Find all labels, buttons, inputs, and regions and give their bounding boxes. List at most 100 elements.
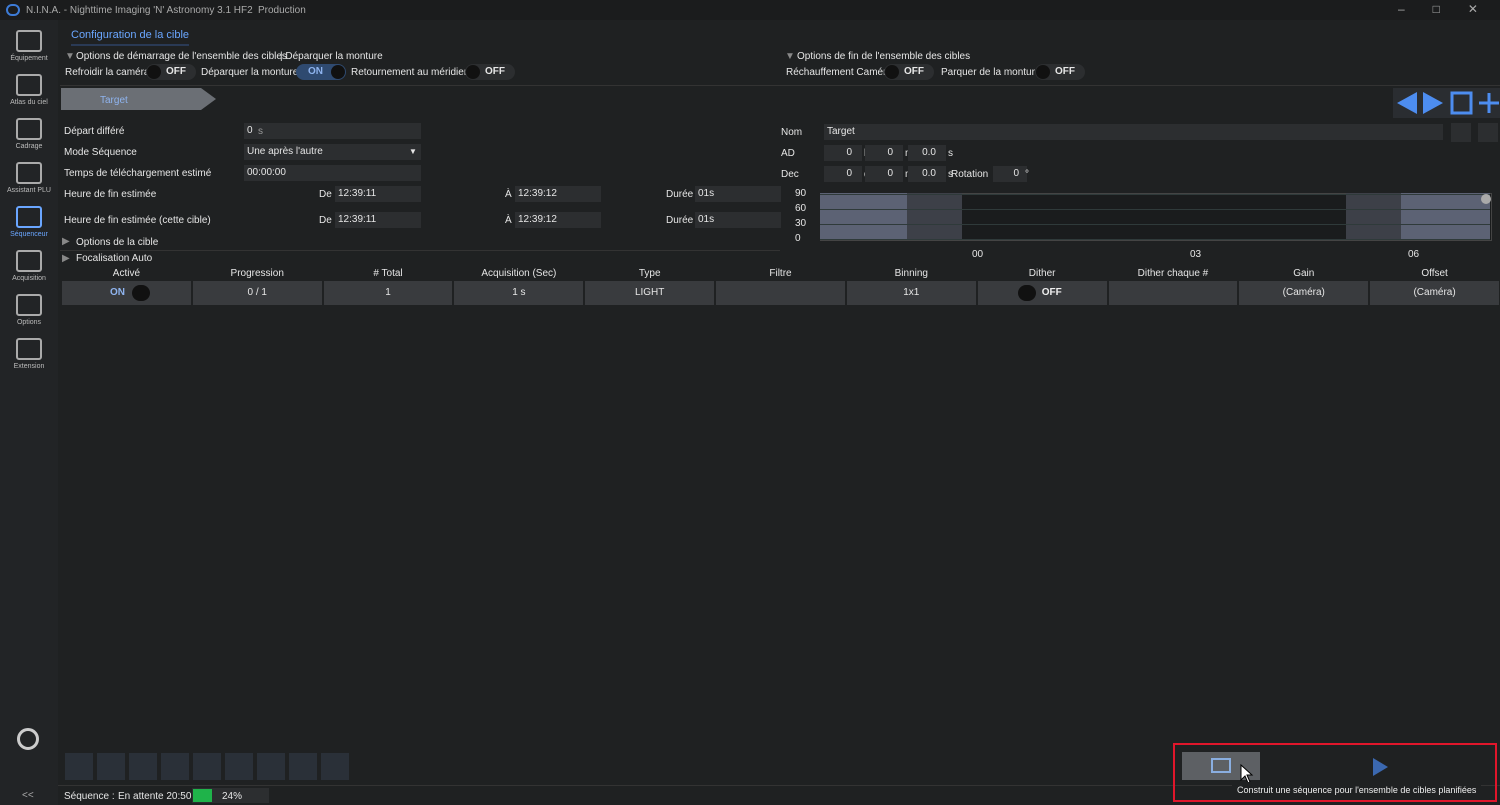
expander[interactable]: ▶ — [62, 236, 70, 247]
coord-value: 0.0 — [922, 168, 936, 179]
table-cell[interactable]: 1x1 — [846, 281, 976, 305]
input[interactable]: 01s — [695, 212, 781, 228]
field-label: Rotation — [951, 169, 989, 180]
field-label: Départ différé — [64, 126, 125, 137]
toolbar-button[interactable] — [321, 753, 349, 780]
field-label: Dec — [781, 169, 799, 180]
sidebar-item[interactable]: Atlas du ciel — [0, 74, 58, 106]
field-label: Durée — [666, 215, 694, 226]
toggle-label: Déparquer la monture — [201, 67, 299, 78]
input[interactable]: 00:00:00 — [244, 165, 421, 181]
column-header: Progression — [230, 268, 284, 279]
sidebar-icon — [16, 118, 42, 140]
input[interactable]: 0.0 — [908, 145, 946, 161]
expander[interactable]: ▶ — [62, 253, 70, 264]
toolbar-button[interactable] — [129, 753, 157, 780]
sidebar-item[interactable]: Assistant PLU — [0, 162, 58, 194]
icon-button[interactable] — [1451, 123, 1471, 142]
input[interactable]: Target — [824, 124, 1443, 140]
toolbar-button[interactable] — [65, 753, 93, 780]
cell-text: 1x1 — [903, 287, 920, 298]
toggle[interactable]: ON — [296, 64, 346, 80]
input[interactable]: 12:39:12 — [515, 212, 601, 228]
toolbar-button[interactable] — [97, 753, 125, 780]
field-label: De — [319, 189, 332, 200]
highlight-box — [1173, 743, 1497, 802]
tab[interactable]: Configuration de la cible — [71, 29, 190, 46]
cell-text: (Caméra) — [1413, 287, 1456, 298]
grid-line — [820, 209, 1490, 210]
y-tick-label: 90 — [795, 188, 807, 199]
input[interactable]: Une après l'autre — [244, 144, 421, 160]
status-label: Séquence : — [64, 791, 115, 802]
toggle[interactable]: OFF — [465, 64, 515, 80]
icon-button[interactable] — [1478, 123, 1498, 142]
progress-fill — [193, 789, 212, 802]
input[interactable]: 12:39:11 — [335, 212, 421, 228]
sidebar-item[interactable]: Équipement — [0, 30, 58, 62]
window-controls[interactable]: –□✕ — [1398, 2, 1500, 16]
sidebar-icon — [16, 250, 42, 272]
toggle-knob — [1017, 285, 1036, 301]
expander[interactable]: ▼ — [785, 51, 795, 62]
toolbar-button[interactable] — [161, 753, 189, 780]
toggle[interactable]: OFF — [1035, 64, 1085, 80]
table-cell[interactable]: (Caméra) — [1239, 281, 1369, 305]
field-label: Heure de fin estimée — [64, 189, 157, 200]
toolbar-button[interactable] — [193, 753, 221, 780]
input[interactable]: 0 — [244, 123, 421, 139]
toggle-label: Réchauffement Caméra — [786, 67, 892, 78]
grid-line — [820, 194, 1490, 195]
table-cell[interactable] — [1108, 281, 1238, 305]
target-tab-label: Target — [100, 95, 128, 106]
target-toolbar-icons[interactable] — [1395, 90, 1500, 116]
start-button[interactable] — [1372, 757, 1390, 777]
input[interactable]: 12:39:12 — [515, 186, 601, 202]
sidebar-item[interactable]: Cadrage — [0, 118, 58, 150]
cell-text: 0 / 1 — [247, 287, 267, 298]
table-cell[interactable]: OFF — [977, 281, 1107, 305]
input[interactable]: 0 — [824, 145, 862, 161]
table-cell[interactable]: 1 — [323, 281, 453, 305]
coord-value: 0 — [846, 147, 852, 158]
input[interactable]: 01s — [695, 186, 781, 202]
night-band — [907, 193, 962, 239]
input[interactable]: 12:39:11 — [335, 186, 421, 202]
toggle-state: ON — [110, 287, 125, 298]
input[interactable]: 0 — [824, 166, 862, 182]
column-header: Type — [638, 268, 661, 279]
section-header: Focalisation Auto — [76, 253, 153, 264]
input[interactable]: 0 — [865, 166, 903, 182]
toggle[interactable]: OFF — [146, 64, 196, 80]
table-cell[interactable]: ON — [62, 281, 191, 305]
table-cell[interactable]: LIGHT — [585, 281, 715, 305]
target-tab[interactable] — [61, 88, 217, 110]
toolbar-button[interactable] — [225, 753, 253, 780]
table-cell[interactable]: 0 / 1 — [192, 281, 322, 305]
table-cell[interactable]: 1 s — [454, 281, 584, 305]
sidebar-label: Cadrage — [15, 143, 43, 150]
collapse-sidebar[interactable]: << — [22, 790, 34, 801]
toggle[interactable]: OFF — [884, 64, 934, 80]
sidebar-icon — [16, 74, 42, 96]
sidebar-item[interactable]: Options — [0, 294, 58, 326]
input[interactable]: 0.0 — [908, 166, 946, 182]
unit: s — [948, 148, 953, 159]
chart-dot[interactable] — [1481, 194, 1491, 204]
input[interactable]: 0 — [865, 145, 903, 161]
power-button[interactable] — [17, 728, 39, 750]
night-band — [1401, 193, 1490, 239]
rotation-value: 0 — [1013, 168, 1019, 179]
sidebar-item[interactable]: Extension — [0, 338, 58, 370]
expander[interactable]: ▼ — [65, 51, 75, 62]
sidebar-item[interactable]: Acquisition — [0, 250, 58, 282]
input[interactable]: 0 — [993, 166, 1027, 182]
sidebar: Équipement Atlas du ciel Cadrage Assistant … — [0, 20, 58, 805]
separator — [60, 85, 1500, 86]
table-cell[interactable] — [716, 281, 845, 305]
toolbar-button[interactable] — [257, 753, 285, 780]
toolbar-button[interactable] — [289, 753, 317, 780]
dropdown-arrow[interactable]: ▼ — [409, 147, 417, 156]
sidebar-item[interactable]: Séquenceur — [0, 206, 58, 238]
table-cell[interactable]: (Caméra) — [1370, 281, 1499, 305]
